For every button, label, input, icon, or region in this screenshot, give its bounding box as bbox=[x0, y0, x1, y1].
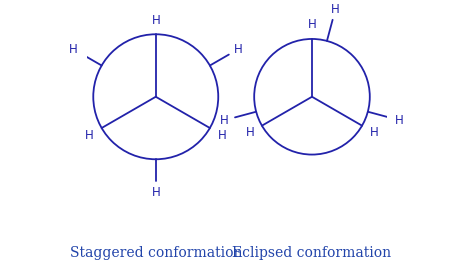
Text: H: H bbox=[308, 18, 316, 31]
Text: H: H bbox=[85, 129, 94, 141]
Text: Eclipsed conformation: Eclipsed conformation bbox=[232, 246, 392, 260]
Text: H: H bbox=[331, 3, 340, 16]
Text: H: H bbox=[218, 129, 227, 141]
Text: H: H bbox=[69, 43, 78, 56]
Text: H: H bbox=[370, 126, 379, 139]
Text: H: H bbox=[151, 185, 160, 198]
Text: Staggered conformation: Staggered conformation bbox=[70, 246, 242, 260]
Text: H: H bbox=[151, 14, 160, 27]
Text: H: H bbox=[246, 126, 254, 139]
Text: H: H bbox=[220, 114, 229, 127]
Text: H: H bbox=[395, 114, 404, 127]
Text: H: H bbox=[234, 43, 243, 56]
